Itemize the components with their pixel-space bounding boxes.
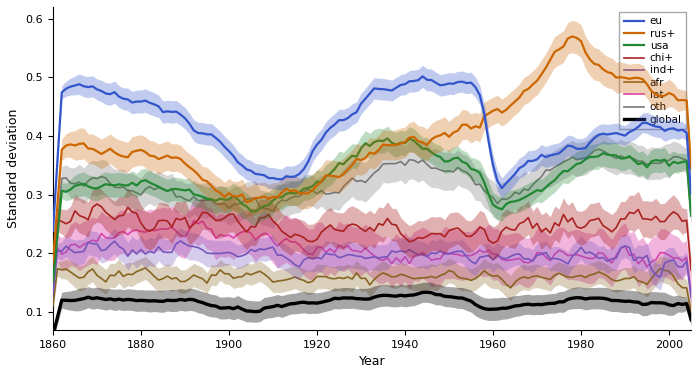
global [687, 317, 695, 322]
afr [234, 275, 242, 279]
eu [418, 74, 426, 79]
lat [211, 236, 220, 240]
global [423, 290, 431, 294]
afr [49, 303, 57, 308]
Line: eu: eu [53, 76, 691, 231]
chi+ [128, 210, 136, 214]
rus+ [568, 34, 577, 39]
oth [49, 272, 57, 276]
usa [427, 150, 436, 154]
rus+ [370, 152, 378, 156]
ind+ [211, 251, 220, 256]
Line: afr: afr [53, 268, 691, 312]
eu [207, 132, 216, 136]
eu [124, 97, 132, 102]
rus+ [49, 258, 57, 263]
afr [687, 310, 695, 314]
Line: chi+: chi+ [53, 204, 691, 270]
ind+ [687, 295, 695, 300]
global [370, 295, 378, 299]
chi+ [374, 221, 383, 226]
afr [211, 273, 220, 278]
oth [423, 162, 431, 166]
lat [374, 257, 383, 261]
rus+ [423, 143, 431, 147]
lat [124, 232, 132, 237]
Line: lat: lat [53, 221, 691, 294]
Line: usa: usa [53, 138, 691, 281]
eu [687, 191, 695, 196]
global [49, 333, 57, 338]
chi+ [93, 202, 101, 206]
rus+ [229, 194, 237, 199]
Line: global: global [53, 292, 691, 335]
Legend: eu, rus+, usa, chi+, ind+, afr, lat, oth, global: eu, rus+, usa, chi+, ind+, afr, lat, oth… [619, 12, 686, 129]
global [124, 297, 132, 302]
lat [427, 258, 436, 262]
rus+ [207, 183, 216, 188]
chi+ [207, 214, 216, 219]
global [203, 302, 211, 307]
chi+ [49, 267, 57, 272]
chi+ [687, 268, 695, 273]
rus+ [203, 179, 211, 183]
rus+ [124, 155, 132, 159]
afr [207, 273, 216, 277]
usa [203, 196, 211, 201]
ind+ [49, 292, 57, 296]
oth [595, 147, 603, 152]
Line: oth: oth [53, 149, 691, 274]
Line: rus+: rus+ [53, 36, 691, 261]
usa [229, 194, 237, 198]
global [207, 303, 216, 308]
Line: ind+: ind+ [53, 241, 691, 297]
chi+ [234, 219, 242, 224]
usa [383, 136, 392, 141]
oth [203, 198, 211, 202]
oth [229, 202, 237, 207]
lat [687, 292, 695, 297]
rus+ [687, 166, 695, 171]
ind+ [234, 255, 242, 259]
lat [49, 281, 57, 286]
oth [124, 188, 132, 193]
eu [203, 132, 211, 136]
usa [124, 183, 132, 188]
oth [687, 213, 695, 218]
oth [207, 198, 216, 202]
lat [190, 219, 198, 223]
global [427, 291, 436, 295]
usa [49, 279, 57, 284]
afr [141, 266, 149, 270]
afr [374, 273, 383, 278]
eu [370, 86, 378, 91]
afr [427, 274, 436, 279]
ind+ [124, 254, 132, 258]
chi+ [211, 218, 220, 223]
X-axis label: Year: Year [359, 355, 385, 368]
eu [49, 229, 57, 233]
lat [234, 232, 242, 237]
usa [687, 213, 695, 218]
ind+ [374, 256, 383, 260]
ind+ [427, 251, 436, 255]
Y-axis label: Standard deviation: Standard deviation [7, 109, 20, 228]
ind+ [207, 251, 216, 256]
chi+ [427, 231, 436, 236]
usa [207, 197, 216, 201]
oth [370, 171, 378, 175]
lat [207, 227, 216, 232]
ind+ [177, 238, 185, 243]
eu [427, 78, 436, 82]
eu [229, 154, 237, 158]
afr [124, 272, 132, 276]
usa [370, 140, 378, 144]
global [229, 306, 237, 311]
